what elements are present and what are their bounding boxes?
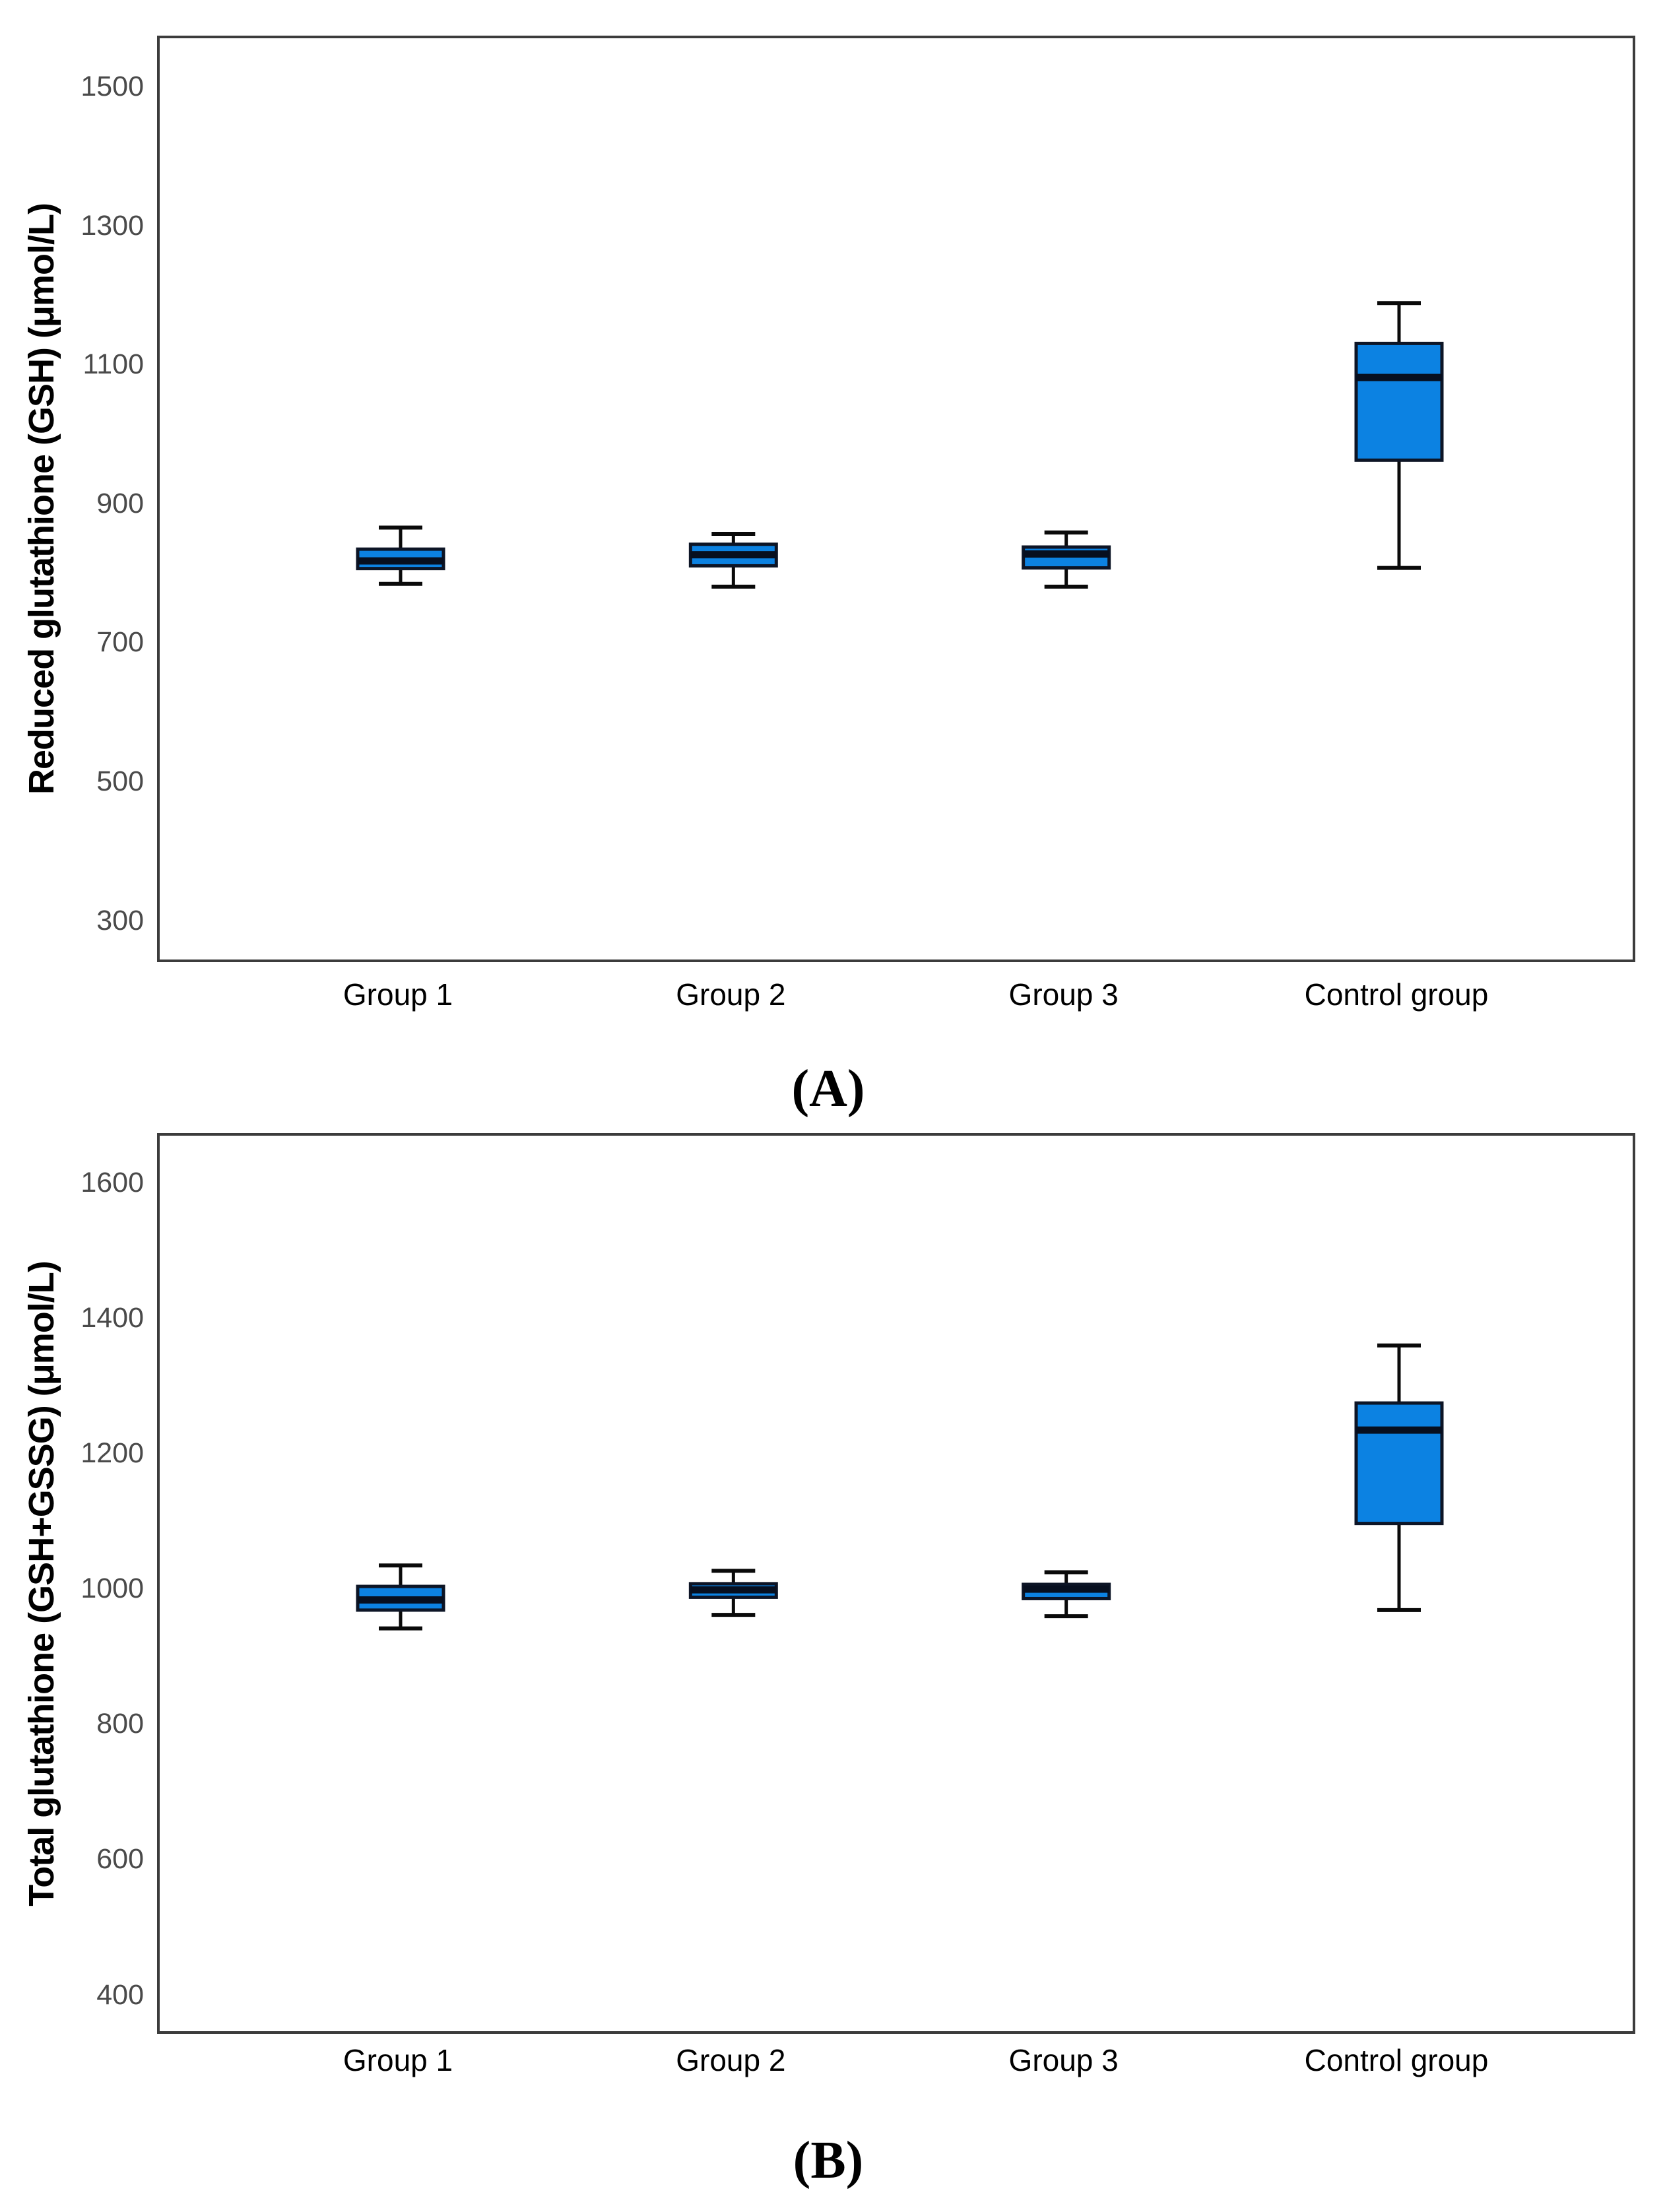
y-tick-label: 1300 — [81, 209, 144, 242]
y-tick-label: 1200 — [81, 1437, 144, 1470]
box-group-3 — [1022, 530, 1111, 589]
box-group-3 — [1022, 1570, 1111, 1619]
x-category-label: Control group — [1304, 2043, 1489, 2077]
x-category-label: Group 1 — [343, 2043, 453, 2077]
y-tick-label: 1000 — [81, 1573, 144, 1605]
panel-a-caption: (A) — [791, 1060, 865, 1118]
y-tick-label: 300 — [96, 904, 144, 936]
y-tick-label: 1400 — [81, 1301, 144, 1334]
x-category-label: Control group — [1304, 977, 1489, 1012]
boxplot-canvas — [356, 1343, 1444, 1631]
y-tick-label: 600 — [96, 1843, 144, 1875]
y-tick-label: 400 — [96, 1978, 144, 2011]
panel-a-plot-area — [157, 36, 1635, 962]
box-group-2 — [688, 1569, 778, 1617]
y-tick-label: 500 — [96, 765, 144, 798]
x-category-label: Group 3 — [1008, 2043, 1119, 2077]
box-group-1 — [356, 525, 445, 586]
x-category-label: Group 2 — [676, 977, 786, 1012]
y-tick-label: 900 — [96, 487, 144, 519]
box-group-2 — [688, 531, 778, 589]
y-tick-label: 700 — [96, 626, 144, 659]
boxplot-canvas — [356, 301, 1444, 589]
x-category-label: Group 1 — [343, 977, 453, 1012]
y-tick-label: 1600 — [81, 1166, 144, 1198]
box-control-group — [1354, 301, 1444, 570]
y-tick-label: 1500 — [81, 70, 144, 102]
x-category-label: Group 2 — [676, 2043, 786, 2077]
panel-b-caption: (B) — [793, 2131, 864, 2190]
y-tick-label: 1100 — [82, 348, 144, 381]
x-category-label: Group 3 — [1008, 977, 1119, 1012]
box-group-1 — [356, 1563, 445, 1631]
box-control-group — [1354, 1343, 1444, 1612]
panel-b-plot-area — [157, 1133, 1635, 2034]
y-tick-label: 800 — [96, 1708, 144, 1740]
